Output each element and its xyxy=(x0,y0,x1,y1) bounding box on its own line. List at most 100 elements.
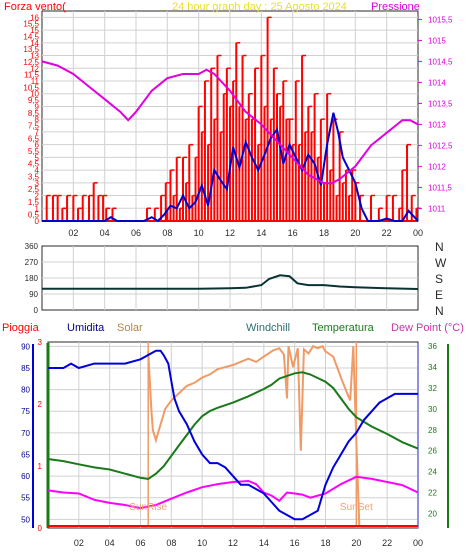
rain-tick: 0 xyxy=(38,524,43,533)
wind-tick: 4,5 xyxy=(28,160,40,169)
x-tick-12: 12 xyxy=(225,228,235,238)
compass-E: E xyxy=(435,288,443,302)
wind-tick: 14,5 xyxy=(23,32,39,41)
pressure-tick: 1013 xyxy=(428,120,446,129)
temperature-line xyxy=(47,371,419,480)
humidity-tick: 70 xyxy=(21,429,30,438)
legend-temperature: Temperatura xyxy=(312,322,375,334)
x-tick-00: 00 xyxy=(413,538,423,548)
pressure-tick: 1015,5 xyxy=(428,15,453,24)
x-tick-02: 02 xyxy=(74,538,84,548)
wind-avg-line xyxy=(42,112,419,223)
wind-tick: 8 xyxy=(35,115,40,124)
x-tick-06: 06 xyxy=(135,538,145,548)
x-tick-10: 10 xyxy=(194,228,204,238)
chart-title: 24 hour graph day : 25 Agosto 2024 xyxy=(172,1,347,13)
direction-line xyxy=(42,274,419,290)
direction-tick: 270 xyxy=(25,258,39,267)
wind-tick: 5 xyxy=(35,153,40,162)
temperature-tick: 30 xyxy=(428,405,437,414)
wind-tick: 11 xyxy=(31,77,40,86)
wind-tick: 16 xyxy=(30,13,39,22)
x-tick-12: 12 xyxy=(228,538,238,548)
x-tick-06: 06 xyxy=(131,228,141,238)
humidity-y-tick-labels: 50 55 60 65 70 75 80 85 90 xyxy=(21,342,34,528)
temperature-tick: 28 xyxy=(428,426,437,435)
humidity-tick: 55 xyxy=(21,494,30,503)
pressure-tick: 1011 xyxy=(428,204,446,213)
temperature-tick: 32 xyxy=(428,384,437,393)
temperature-tick: 34 xyxy=(428,363,437,372)
pressure-tick: 1011,5 xyxy=(428,183,452,192)
wind-tick: 9,5 xyxy=(28,96,40,105)
wind-tick: 1 xyxy=(35,204,40,213)
dewpoint-line xyxy=(47,475,419,510)
wind-tick: 7 xyxy=(35,128,40,137)
temperature-tick: 20 xyxy=(428,509,437,518)
rain-tick: 2 xyxy=(38,400,43,409)
wind-tick: 9 xyxy=(35,102,40,111)
compass-W: W xyxy=(435,256,447,270)
wind-tick: 5,5 xyxy=(28,147,40,156)
wind-tick: 6 xyxy=(35,141,40,150)
pressure-tick: 1013,5 xyxy=(428,99,453,108)
wind-tick: 2,5 xyxy=(28,185,40,194)
pressure-y-tick-labels: 1011 1011,5 1012 1012,5 1013 1013,5 1014 1014,5… xyxy=(418,15,453,213)
compass-S: S xyxy=(435,272,443,286)
wind-y-tick-labels: 00,511,522,533,544,555,566,577,588,599,5… xyxy=(23,13,39,226)
pressure-line xyxy=(41,60,419,185)
wind-tick: 13,5 xyxy=(23,45,39,54)
wind-tick: 0 xyxy=(35,217,40,226)
wind-axis-title: Forza vento( xyxy=(4,1,66,13)
wind-tick: 10 xyxy=(30,90,39,99)
x-tick-20: 20 xyxy=(351,538,361,548)
pressure-tick: 1014 xyxy=(428,78,446,87)
x-tick-16: 16 xyxy=(290,538,300,548)
wind-tick: 14 xyxy=(30,39,39,48)
legend-solar: Solar xyxy=(117,322,143,334)
wind-tick: 11,5 xyxy=(24,71,40,80)
temperature-tick: 24 xyxy=(428,468,437,477)
legend-windchill: Windchill xyxy=(246,322,290,334)
wind-tick: 1,5 xyxy=(28,198,40,207)
compass-N: N xyxy=(435,240,444,254)
pressure-tick: 1012,5 xyxy=(428,141,453,150)
wind-x-tick-labels: 02 04 06 08 10 12 14 16 18 20 22 00 xyxy=(68,228,423,238)
x-tick-20: 20 xyxy=(350,228,360,238)
wind-tick: 0,5 xyxy=(28,211,40,220)
wind-tick: 15 xyxy=(30,26,39,35)
x-tick-10: 10 xyxy=(197,538,207,548)
humidity-tick: 65 xyxy=(21,450,30,459)
humidity-tick: 80 xyxy=(21,386,30,395)
wind-tick: 3,5 xyxy=(28,172,40,181)
legend-dewpoint: Dew Point (°C) xyxy=(391,322,464,334)
humidity-tick: 90 xyxy=(21,342,30,351)
legend-humidity: Umidita xyxy=(67,322,105,334)
sunset-label: SunSet xyxy=(340,502,373,513)
x-tick-14: 14 xyxy=(259,538,269,548)
temperature-tick: 36 xyxy=(428,342,437,351)
x-tick-16: 16 xyxy=(288,228,298,238)
direction-tick: 360 xyxy=(25,242,39,251)
sunrise-label: SunRise xyxy=(129,502,167,513)
humidity-line xyxy=(48,349,418,521)
x-tick-14: 14 xyxy=(256,228,266,238)
pressure-axis-title: Pressione xyxy=(371,1,420,13)
wind-tick: 10,5 xyxy=(23,83,39,92)
humidity-tick: 75 xyxy=(21,407,30,416)
wind-tick: 15,5 xyxy=(23,20,39,29)
x-tick-08: 08 xyxy=(166,538,176,548)
legend-rain: Pioggia xyxy=(2,322,40,334)
wind-tick: 12 xyxy=(30,64,39,73)
x-tick-00: 00 xyxy=(413,228,423,238)
direction-y-tick-labels: 0 90 180 270 360 xyxy=(25,242,39,315)
rain-tick: 1 xyxy=(38,462,43,471)
pressure-tick: 1014,5 xyxy=(428,57,453,66)
x-tick-02: 02 xyxy=(68,228,78,238)
direction-tick: 90 xyxy=(29,290,38,299)
wind-tick: 2 xyxy=(35,192,40,201)
temperature-y-tick-labels: 20 22 24 26 28 30 32 34 36 xyxy=(428,342,449,528)
